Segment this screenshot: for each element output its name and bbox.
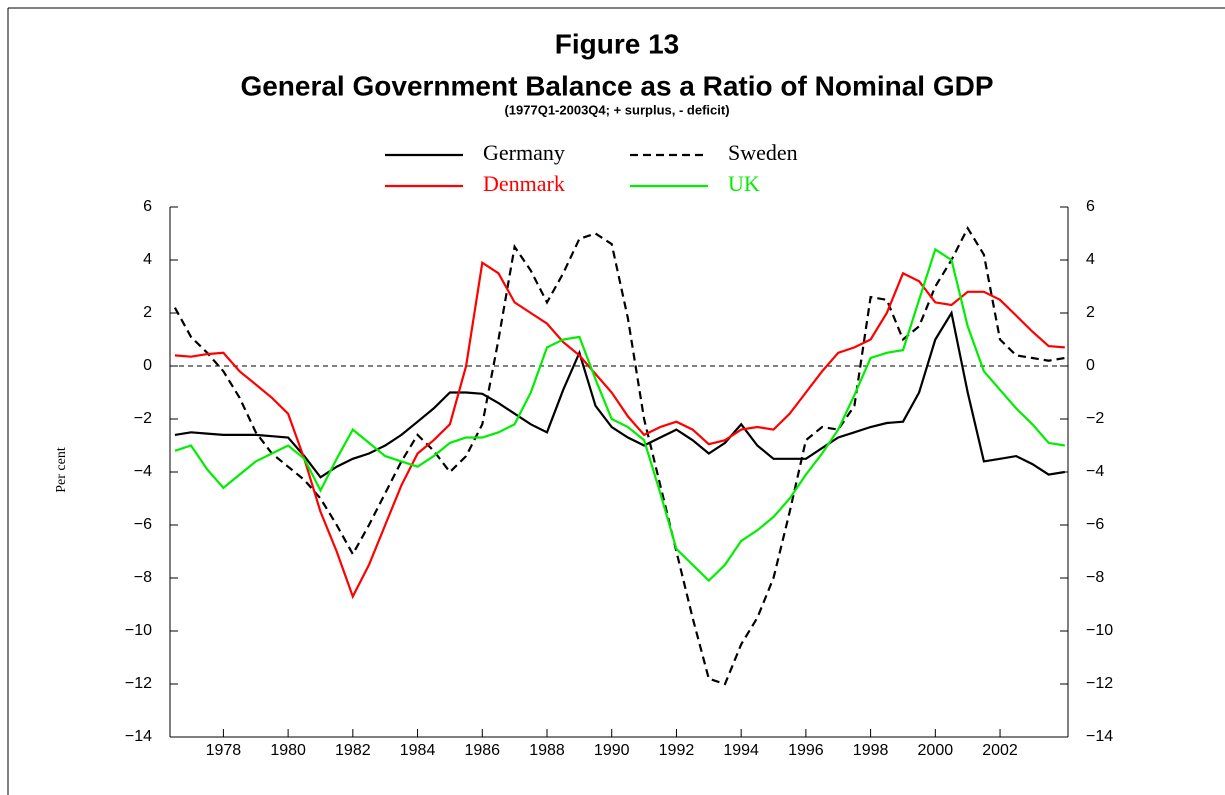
y-tick-label: 0	[143, 357, 152, 374]
y-tick-label: −12	[125, 675, 152, 692]
legend-label: Denmark	[483, 171, 565, 196]
x-tick-label: 2002	[982, 742, 1018, 759]
x-tick-label: 1988	[529, 742, 565, 759]
y2-tick-label: −4	[1086, 463, 1104, 480]
series-line	[174, 260, 1065, 600]
y2-tick-label: −8	[1086, 569, 1104, 586]
y2-tick-label: 2	[1086, 304, 1095, 321]
y-tick-label: −10	[125, 622, 152, 639]
chart-subtitle: General Government Balance as a Ratio of…	[240, 70, 993, 101]
x-tick-label: 1994	[723, 742, 759, 759]
y-tick-label: −2	[134, 410, 152, 427]
y2-tick-label: −14	[1086, 728, 1113, 745]
x-tick-label: 1996	[788, 742, 824, 759]
x-tick-label: 1990	[594, 742, 630, 759]
x-tick-label: 1986	[464, 742, 500, 759]
x-tick-label: 1982	[335, 742, 371, 759]
y2-tick-label: 6	[1086, 198, 1095, 215]
y-tick-label: 6	[143, 198, 152, 215]
y-tick-label: −14	[125, 728, 152, 745]
x-tick-label: 2000	[918, 742, 954, 759]
y2-tick-label: −10	[1086, 622, 1113, 639]
x-tick-label: 1998	[853, 742, 889, 759]
chart-note: (1977Q1-2003Q4; + surplus, - deficit)	[504, 102, 729, 117]
y-tick-label: −8	[134, 569, 152, 586]
y2-tick-label: −6	[1086, 516, 1104, 533]
chart-title: Figure 13	[555, 28, 679, 59]
legend-label: Sweden	[728, 140, 798, 165]
y2-tick-label: 0	[1086, 357, 1095, 374]
y-axis-label: Per cent	[54, 447, 69, 493]
series-line	[174, 247, 1065, 583]
x-tick-label: 1980	[270, 742, 306, 759]
y-tick-label: 4	[143, 251, 152, 268]
x-tick-label: 1978	[206, 742, 242, 759]
x-tick-label: 1992	[659, 742, 695, 759]
y2-tick-label: −12	[1086, 675, 1113, 692]
legend-label: UK	[728, 171, 760, 196]
series-line	[174, 310, 1065, 479]
y-tick-label: −6	[134, 516, 152, 533]
x-tick-label: 1984	[400, 742, 436, 759]
y2-tick-label: 4	[1086, 251, 1095, 268]
legend-label: Germany	[483, 140, 565, 165]
y-tick-label: 2	[143, 304, 152, 321]
series-line	[173, 225, 1065, 686]
y-tick-label: −4	[134, 463, 152, 480]
y2-tick-label: −2	[1086, 410, 1104, 427]
